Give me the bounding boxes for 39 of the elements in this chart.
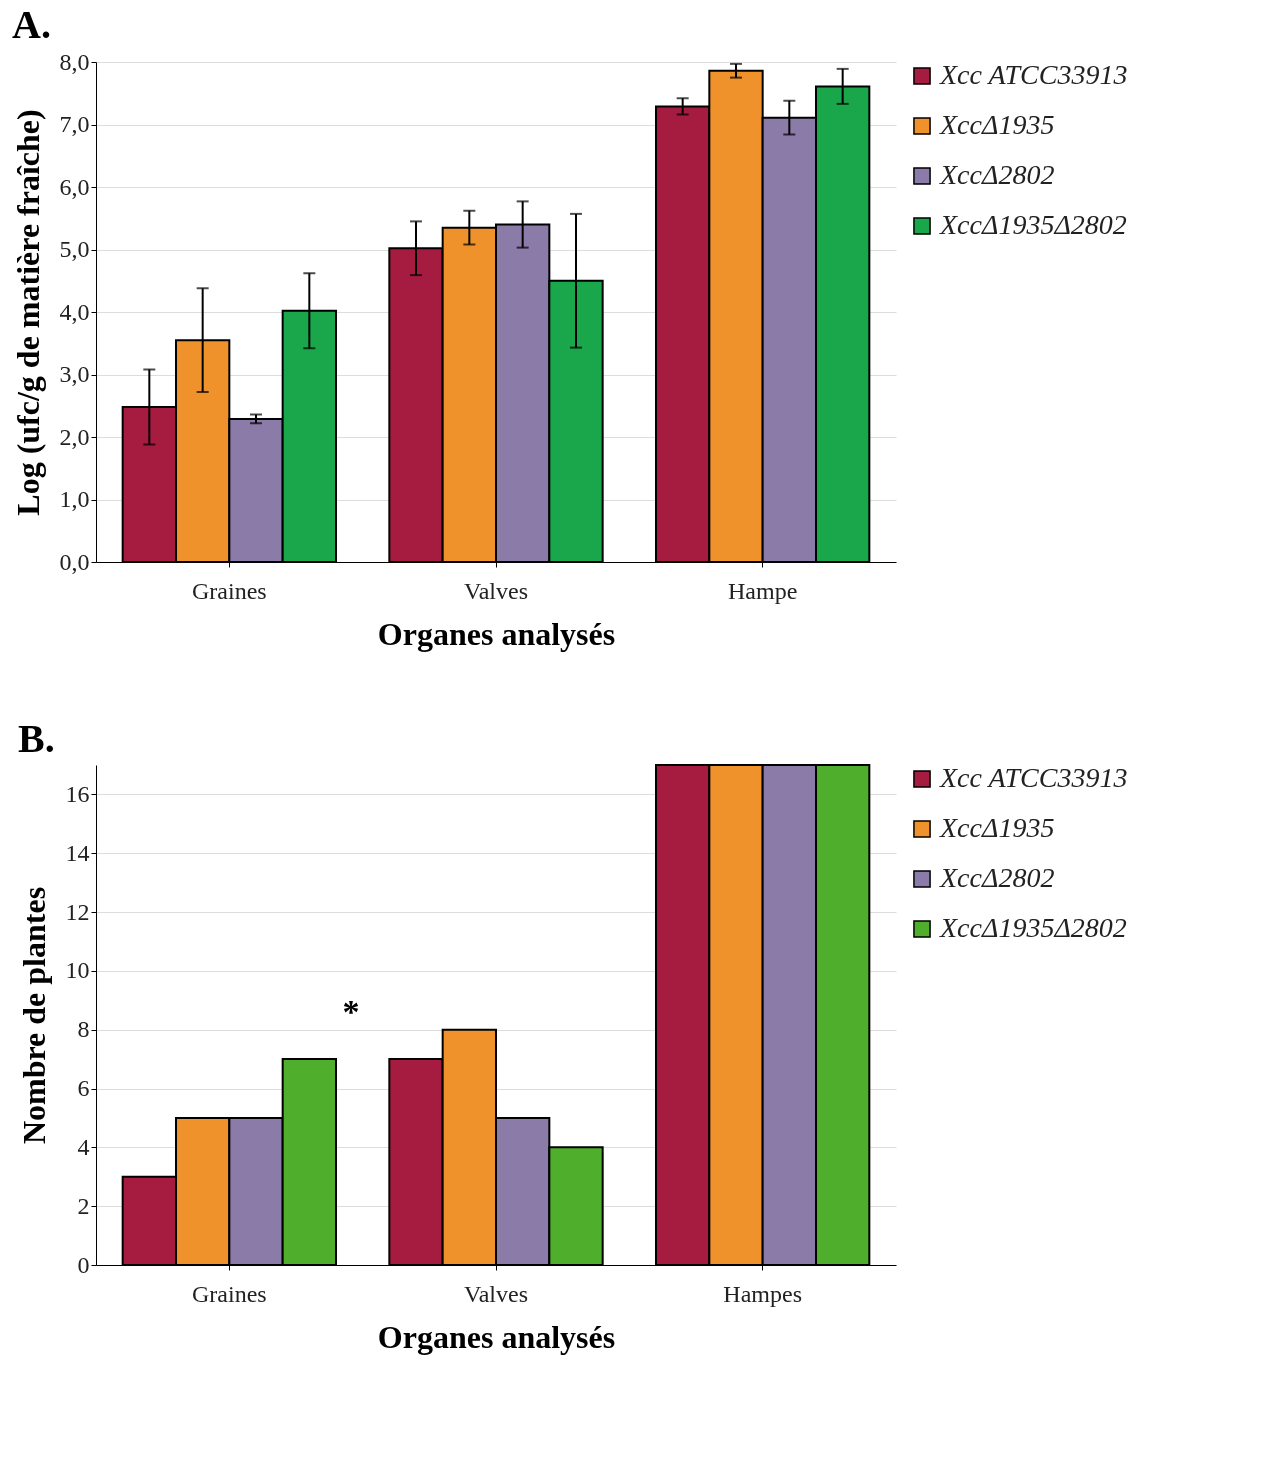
y-axis-title: Nombre de plantes [15, 886, 52, 1145]
y-tick-label: 6 [77, 1075, 90, 1102]
y-tick-label: 3,0 [59, 361, 90, 387]
y-tick-label: 7,0 [59, 111, 90, 137]
legend-label: Xcc ATCC33913 [939, 59, 1128, 90]
x-tick-label: Graines [192, 577, 267, 604]
annotation: * [342, 993, 360, 1030]
y-tick-label: 5,0 [59, 236, 90, 262]
y-tick-label: 6,0 [59, 173, 90, 200]
y-axis-title: Log (ufc/g de matière fraîche) [9, 109, 46, 516]
y-tick-label: 14 [65, 839, 90, 866]
y-tick-label: 0 [77, 1251, 90, 1278]
x-tick-label: Graines [192, 1280, 267, 1307]
y-tick-label: 0,0 [59, 548, 90, 575]
y-tick-label: 4,0 [59, 298, 90, 325]
y-tick-label: 2,0 [59, 423, 90, 450]
y-tick-label: 16 [65, 780, 90, 807]
chart-title: A. [12, 2, 51, 47]
x-tick-label: Valves [464, 1280, 528, 1307]
y-tick-label: 1,0 [59, 486, 90, 512]
x-tick-label: Valves [464, 577, 528, 604]
chart-title: B. [18, 716, 55, 761]
y-tick-label: 10 [65, 957, 90, 984]
legend-label: Xcc ATCC33913 [939, 762, 1128, 793]
y-tick-label: 4 [77, 1133, 90, 1160]
x-axis-title: Organes analysés [377, 1318, 616, 1355]
x-axis-title: Organes analysés [377, 615, 616, 652]
legend-label: XccΔ2802 [939, 159, 1055, 190]
legend-label: XccΔ1935Δ2802 [939, 209, 1127, 240]
y-tick-label: 2 [77, 1192, 90, 1219]
legend-label: XccΔ1935 [939, 812, 1055, 843]
y-tick-label: 8 [77, 1016, 90, 1043]
y-tick-label: 12 [65, 898, 90, 925]
legend-label: XccΔ1935Δ2802 [939, 912, 1127, 943]
y-tick-label: 8,0 [59, 48, 90, 75]
legend-label: XccΔ2802 [939, 862, 1055, 893]
legend-label: XccΔ1935 [939, 109, 1055, 140]
x-tick-label: Hampes [723, 1280, 802, 1307]
x-tick-label: Hampe [728, 577, 798, 604]
